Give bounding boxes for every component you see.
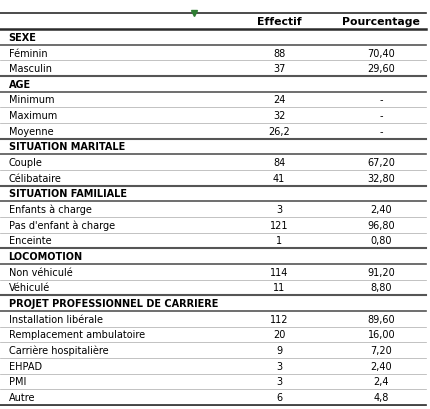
Text: -: - xyxy=(380,126,383,137)
Text: 11: 11 xyxy=(273,283,285,293)
Text: 32,80: 32,80 xyxy=(368,173,395,183)
Text: 112: 112 xyxy=(270,314,289,324)
Text: 41: 41 xyxy=(273,173,285,183)
Text: 26,2: 26,2 xyxy=(268,126,290,137)
Text: -: - xyxy=(380,111,383,121)
Text: -: - xyxy=(380,95,383,105)
Text: SITUATION MARITALE: SITUATION MARITALE xyxy=(9,142,125,152)
Text: 3: 3 xyxy=(276,204,282,215)
Text: EHPAD: EHPAD xyxy=(9,361,42,371)
Text: Carrière hospitalière: Carrière hospitalière xyxy=(9,345,108,355)
Text: 6: 6 xyxy=(276,392,282,402)
Text: 91,20: 91,20 xyxy=(368,267,395,277)
Text: 1: 1 xyxy=(276,236,282,246)
Text: SITUATION FAMILIALE: SITUATION FAMILIALE xyxy=(9,189,126,199)
Text: 84: 84 xyxy=(273,158,285,168)
Text: Enceinte: Enceinte xyxy=(9,236,51,246)
Text: Enfants à charge: Enfants à charge xyxy=(9,204,92,215)
Text: Véhiculé: Véhiculé xyxy=(9,283,50,293)
Text: 89,60: 89,60 xyxy=(368,314,395,324)
Text: Maximum: Maximum xyxy=(9,111,57,121)
Text: 7,20: 7,20 xyxy=(370,345,392,355)
Text: Moyenne: Moyenne xyxy=(9,126,53,137)
Text: PMI: PMI xyxy=(9,377,26,387)
Text: 4,8: 4,8 xyxy=(374,392,389,402)
Text: SEXE: SEXE xyxy=(9,33,37,43)
Text: Remplacement ambulatoire: Remplacement ambulatoire xyxy=(9,330,144,339)
Text: 8,80: 8,80 xyxy=(371,283,392,293)
Text: 2,4: 2,4 xyxy=(374,377,389,387)
Text: LOCOMOTION: LOCOMOTION xyxy=(9,252,83,261)
Text: Couple: Couple xyxy=(9,158,43,168)
Text: 3: 3 xyxy=(276,377,282,387)
Text: 2,40: 2,40 xyxy=(371,361,392,371)
Text: Autre: Autre xyxy=(9,392,35,402)
Text: Pas d'enfant à charge: Pas d'enfant à charge xyxy=(9,220,115,231)
Text: 29,60: 29,60 xyxy=(368,64,395,74)
Text: AGE: AGE xyxy=(9,80,31,90)
Text: Effectif: Effectif xyxy=(257,17,301,27)
Text: 9: 9 xyxy=(276,345,282,355)
Text: 70,40: 70,40 xyxy=(368,48,395,58)
Text: PROJET PROFESSIONNEL DE CARRIERE: PROJET PROFESSIONNEL DE CARRIERE xyxy=(9,299,218,308)
Text: 96,80: 96,80 xyxy=(368,220,395,230)
Text: 32: 32 xyxy=(273,111,285,121)
Text: 37: 37 xyxy=(273,64,285,74)
Text: 0,80: 0,80 xyxy=(371,236,392,246)
Text: Pourcentage: Pourcentage xyxy=(342,17,420,27)
Text: 67,20: 67,20 xyxy=(367,158,395,168)
Text: Masculin: Masculin xyxy=(9,64,52,74)
Text: 24: 24 xyxy=(273,95,285,105)
Text: Installation libérale: Installation libérale xyxy=(9,314,102,324)
Text: 20: 20 xyxy=(273,330,285,339)
Text: 121: 121 xyxy=(270,220,289,230)
Text: 3: 3 xyxy=(276,361,282,371)
Text: Minimum: Minimum xyxy=(9,95,54,105)
Text: Célibataire: Célibataire xyxy=(9,173,61,183)
Text: 88: 88 xyxy=(273,48,285,58)
Text: 16,00: 16,00 xyxy=(368,330,395,339)
Text: Féminin: Féminin xyxy=(9,48,47,58)
Text: 114: 114 xyxy=(270,267,288,277)
Text: Non véhiculé: Non véhiculé xyxy=(9,267,72,277)
Text: 2,40: 2,40 xyxy=(371,204,392,215)
